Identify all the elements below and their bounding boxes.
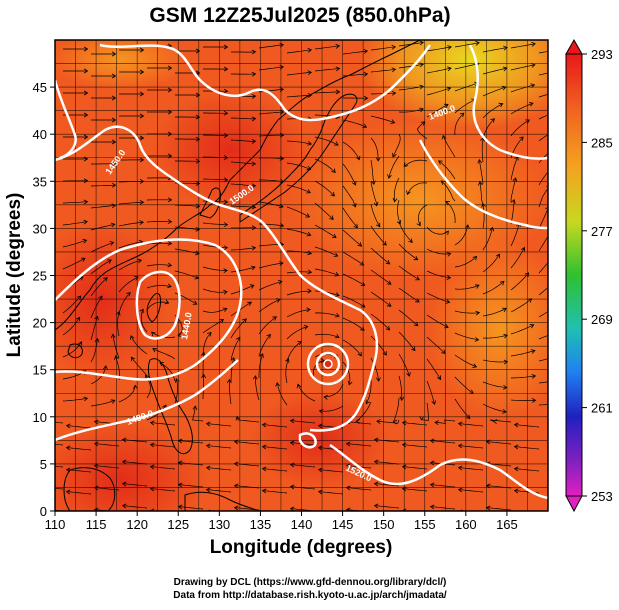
x-axis-ticks: 110 115 120 125 130 135 140 145 150 155 160 165 [45, 511, 518, 532]
streamline-arrow-icon [558, 329, 562, 333]
x-tick-label: 140 [291, 517, 313, 532]
streamline-arrow-icon [319, 512, 323, 516]
x-tick-label: 120 [126, 517, 148, 532]
x-axis-label: Longitude (degrees) [210, 537, 393, 558]
x-tick-label: 115 [86, 517, 107, 532]
streamline [459, 512, 483, 514]
chart-title: GSM 12Z25Jul2025 (850.0hPa) [149, 4, 450, 27]
x-tick-label: 135 [250, 517, 272, 532]
colorbar-min-arrow-icon [566, 496, 582, 511]
x-tick-label: 165 [496, 517, 518, 532]
colorbar-ticks: 293 285 277 269 261 253 [582, 47, 613, 504]
credit-drawing: Drawing by DCL (https://www.gfd-dennou.o… [174, 577, 447, 588]
y-tick-label: 25 [33, 269, 47, 284]
streamline-arrow-icon [553, 147, 557, 151]
streamline-arrow-icon [559, 354, 563, 358]
y-tick-label: 35 [33, 174, 47, 189]
streamline-arrow-icon [559, 89, 563, 93]
y-tick-label: 0 [40, 504, 47, 519]
colorbar-tick-label: 261 [591, 401, 613, 416]
y-tick-label: 15 [33, 363, 47, 378]
streamline [263, 513, 287, 515]
warm-region [150, 90, 310, 210]
y-tick-label: 30 [33, 221, 47, 236]
y-tick-label: 45 [33, 80, 47, 95]
typhoon-center [324, 360, 332, 368]
y-tick-label: 10 [33, 410, 47, 425]
plot-area: 1400.0 1450.0 1500.0 1520.0 1440.0 1480.… [30, 0, 580, 540]
x-tick-label: 150 [373, 517, 395, 532]
streamline-arrow-icon [551, 254, 555, 258]
x-tick-label: 110 [45, 517, 66, 532]
colorbar-tick-label: 277 [591, 224, 613, 239]
streamline-arrow-icon [560, 378, 564, 382]
streamline-arrow-icon [39, 441, 43, 445]
streamline [515, 513, 539, 515]
y-axis-ticks: 0 5 10 15 20 25 30 35 40 45 [33, 80, 55, 519]
x-tick-label: 155 [414, 517, 436, 532]
colorbar-scale [566, 54, 582, 496]
typhoon-eye-icon [324, 360, 332, 368]
y-tick-label: 20 [33, 316, 47, 331]
colorbar-tick-label: 285 [591, 135, 613, 150]
x-tick-label: 160 [455, 517, 477, 532]
streamline-arrow-icon [556, 128, 560, 132]
colorbar: 293 285 277 269 261 253 [566, 40, 613, 511]
colorbar-max-arrow-icon [566, 40, 582, 54]
x-tick-label: 130 [208, 517, 230, 532]
x-tick-label: 145 [332, 517, 354, 532]
streamline [207, 512, 231, 514]
streamline-arrow-icon [554, 279, 558, 283]
x-tick-label: 125 [167, 517, 189, 532]
streamline [67, 514, 91, 516]
colorbar-tick-label: 253 [591, 489, 613, 504]
colorbar-tick-label: 269 [591, 312, 613, 327]
streamline [319, 514, 343, 516]
streamline-arrow-icon [67, 512, 71, 516]
streamline-arrow-icon [559, 69, 563, 73]
y-axis-label: Latitude (degrees) [4, 193, 25, 358]
cool-region [50, 30, 190, 90]
colorbar-tick-label: 293 [591, 47, 613, 62]
streamline-arrow-icon [39, 485, 43, 489]
streamline-arrow-icon [556, 304, 560, 308]
y-tick-label: 40 [33, 127, 47, 142]
streamline-arrow-icon [558, 109, 562, 113]
credit-data: Data from http://database.rish.kyoto-u.a… [173, 590, 447, 601]
streamline-arrow-icon [560, 402, 564, 406]
y-tick-label: 5 [40, 457, 47, 472]
streamline-arrow-icon [559, 47, 563, 51]
streamline-arrow-icon [550, 166, 554, 170]
